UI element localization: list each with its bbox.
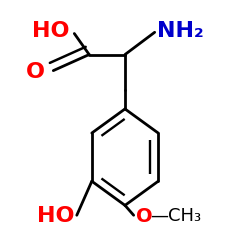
Text: O: O [26,62,45,82]
Text: O: O [136,207,153,226]
Text: —CH₃: —CH₃ [150,208,201,226]
Text: NH₂: NH₂ [157,21,204,41]
Text: HO: HO [32,21,69,41]
Text: HO: HO [37,206,74,227]
